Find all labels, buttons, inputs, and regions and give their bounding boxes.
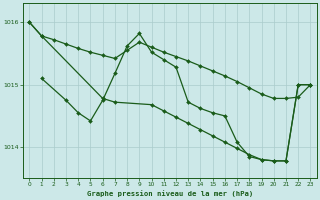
X-axis label: Graphe pression niveau de la mer (hPa): Graphe pression niveau de la mer (hPa)	[87, 190, 253, 197]
